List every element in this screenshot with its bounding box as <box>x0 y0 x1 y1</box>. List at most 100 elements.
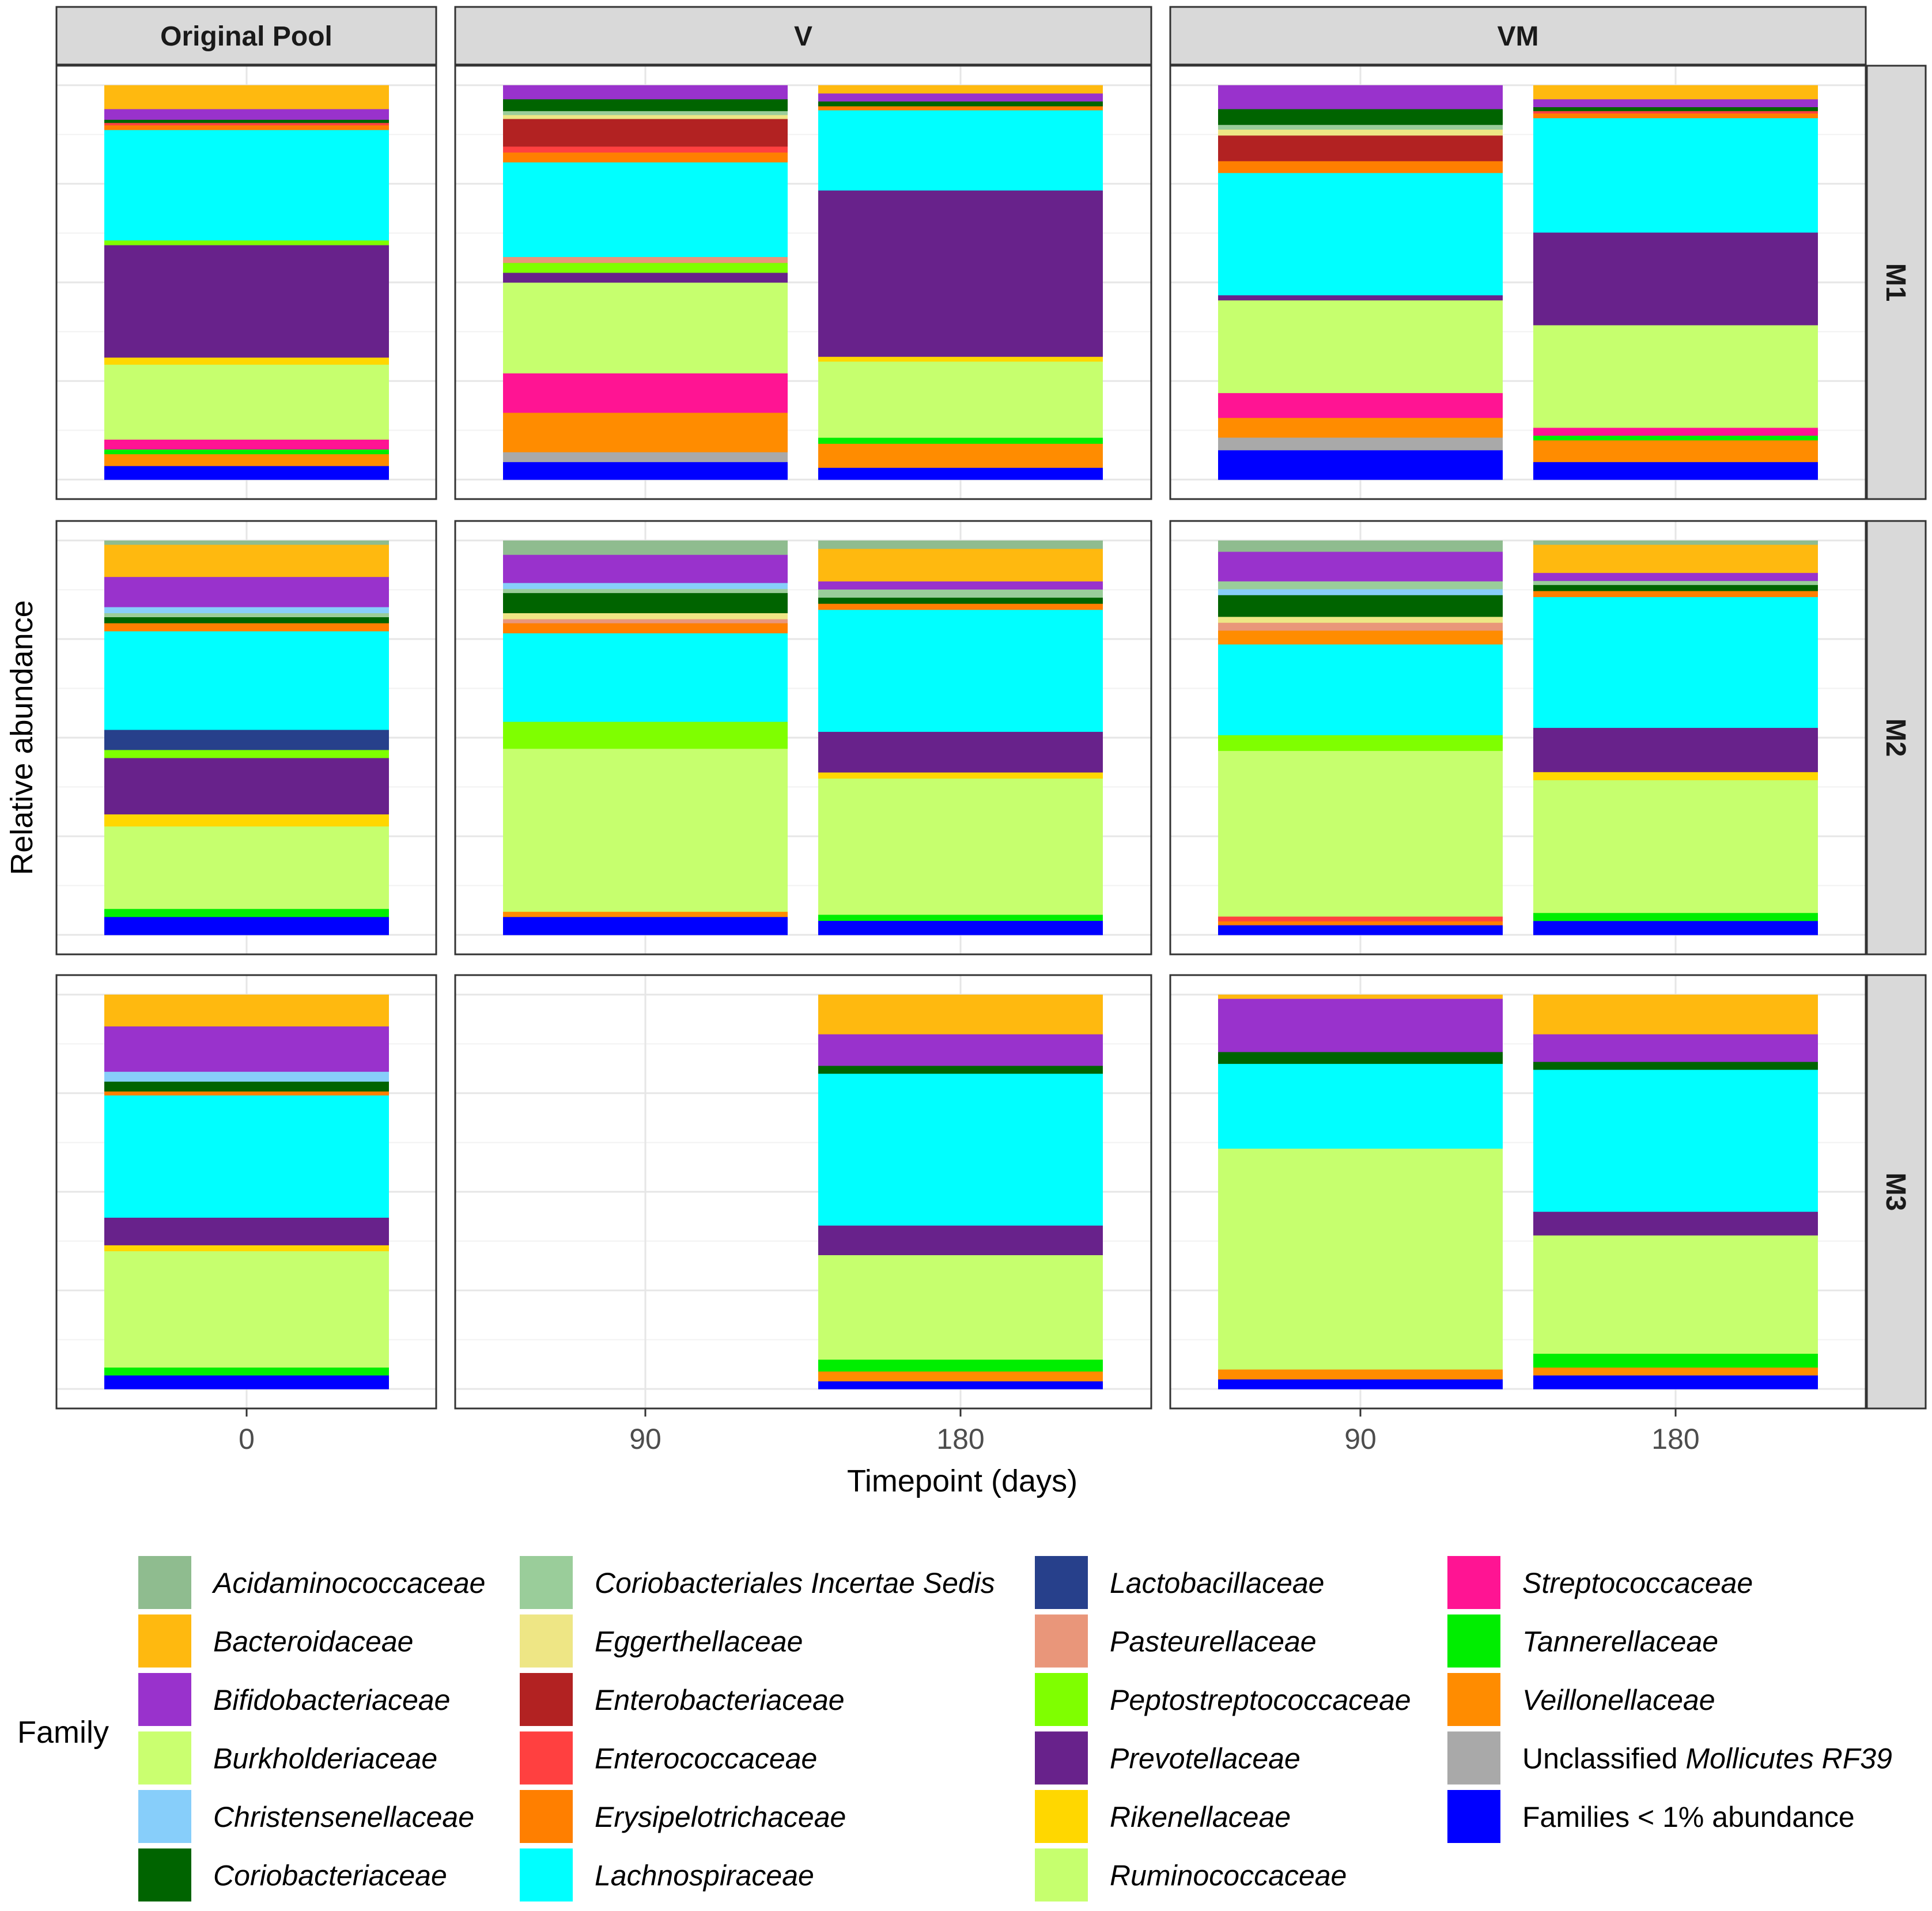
panel-border <box>454 974 1152 1410</box>
bar-segment-m2-original-pool-0-acidaminococcaceae <box>104 540 389 545</box>
legend-label-unclassified-mollicutes-rf39: Unclassified Mollicutes RF39 <box>1522 1743 1892 1775</box>
bar-segment-m2-v-180-prevotellaceae <box>818 731 1103 773</box>
bar-segment-m1-vm-180-prevotellaceae <box>1533 232 1818 326</box>
bar-segment-m1-vm-180-bifidobacteriaceae <box>1533 99 1818 107</box>
strip-m2 <box>1866 520 1927 956</box>
bar-segment-m2-vm-90-christensenellaceae <box>1218 589 1503 595</box>
bar-segment-m2-vm-180-families-1-abundance <box>1533 920 1818 935</box>
legend-key-prevotellaceae <box>1035 1731 1088 1785</box>
panel-border <box>454 65 1152 500</box>
bar-segment-m1-vm-180-bacteroidaceae <box>1533 85 1818 100</box>
bar-segment-m1-vm-180-families-1-abundance <box>1533 462 1818 480</box>
bar-segment-m1-v-180-veillonellaceae <box>818 443 1103 468</box>
legend-key-bifidobacteriaceae <box>138 1673 191 1726</box>
bar-segment-m2-vm-180-prevotellaceae <box>1533 727 1818 772</box>
panel-border <box>1169 520 1867 956</box>
bar-segment-m2-v-90-pasteurellaceae <box>503 619 788 624</box>
legend-item-veillonellaceae: Veillonellaceae <box>1447 1673 1715 1726</box>
legend: Family Acidaminococcaceae Bacteroidaceae B… <box>17 1556 1892 1902</box>
bar-segment-m3-original-pool-0-ruminococcaceae <box>104 1251 389 1368</box>
bar-segment-m3-v-180-ruminococcaceae <box>818 1255 1103 1360</box>
bar-segment-m2-vm-180-ruminococcaceae <box>1533 780 1818 913</box>
bar-segment-m1-original-pool-0-prevotellaceae <box>104 244 389 358</box>
bar-segment-m1-v-180-coriobacteriaceae <box>818 101 1103 107</box>
bar-segment-m1-v-90-unclassified-mollicutes-rf39 <box>503 452 788 462</box>
x-tick-label-v-90: 90 <box>629 1423 661 1455</box>
bar-segment-m1-vm-90-erysipelotrichaceae <box>1218 161 1503 173</box>
panel-border <box>1169 974 1867 1410</box>
bar-segment-m1-original-pool-0-enterococcaceae <box>104 122 389 126</box>
panel-border <box>55 520 437 956</box>
legend-label-enterococcaceae: Enterococcaceae <box>595 1743 817 1775</box>
bar-segment-m2-vm-180-lachnospiraceae <box>1533 596 1818 728</box>
bar-segment-m2-original-pool-0-coriobacteriaceae <box>104 617 389 624</box>
legend-key-veillonellaceae <box>1447 1673 1500 1726</box>
bar-segment-m2-v-90-coriobacteriaceae <box>503 592 788 614</box>
bar-segment-m2-original-pool-0-erysipelotrichaceae <box>104 622 389 632</box>
legend-item-erysipelotrichaceae: Erysipelotrichaceae <box>520 1790 846 1843</box>
bar-segment-m1-vm-90-prevotellaceae <box>1218 294 1503 301</box>
bar-segment-m1-v-90-enterobacteriaceae <box>503 119 788 147</box>
bar-segment-m3-original-pool-0-lachnospiraceae <box>104 1095 389 1218</box>
legend-item-lachnospiraceae: Lachnospiraceae <box>520 1848 814 1902</box>
bar-segment-m2-vm-90-coriobacteriales-incertae-sedis <box>1218 581 1503 590</box>
strip-label-m1: M1 <box>1880 263 1911 302</box>
bar-segment-m3-v-180-lachnospiraceae <box>818 1073 1103 1226</box>
bar-segment-m3-vm-90-veillonellaceae <box>1218 1369 1503 1380</box>
legend-label-rikenellaceae: Rikenellaceae <box>1110 1801 1291 1833</box>
bar-segment-m1-vm-180-ruminococcaceae <box>1533 324 1818 428</box>
bar-segment-m2-vm-90-bifidobacteriaceae <box>1218 552 1503 581</box>
legend-label-enterobacteriaceae: Enterobacteriaceae <box>595 1684 845 1716</box>
bar-segment-m1-vm-180-veillonellaceae <box>1533 440 1818 462</box>
bar-segment-m1-v-180-erysipelotrichaceae <box>818 106 1103 111</box>
bar-segment-m3-vm-180-bacteroidaceae <box>1533 994 1818 1034</box>
bar-segment-m3-vm-180-tannerellaceae <box>1533 1353 1818 1368</box>
bar-segment-m1-original-pool-0-bifidobacteriaceae <box>104 108 389 120</box>
legend-key-coriobacteriales-incertae-sedis <box>520 1556 573 1609</box>
bar-segment-m3-vm-90-coriobacteriaceae <box>1218 1052 1503 1064</box>
bar-segment-m2-v-180-ruminococcaceae <box>818 778 1103 915</box>
bar-segment-m2-vm-180-coriobacteriaceae <box>1533 584 1818 591</box>
bar-segment-m2-v-90-eggerthellaceae <box>503 613 788 620</box>
legend-item-unclassified-mollicutes-rf39: Unclassified Mollicutes RF39 <box>1447 1731 1892 1785</box>
bar-segment-m3-v-180-tannerellaceae <box>818 1359 1103 1372</box>
facet-strips: Original Pool V VM M1 M2 M3 <box>55 6 1927 1410</box>
bar-segment-m2-vm-90-families-1-abundance <box>1218 925 1503 935</box>
bar-segment-m2-vm-180-tannerellaceae <box>1533 912 1818 921</box>
legend-label-pasteurellaceae: Pasteurellaceae <box>1110 1626 1317 1658</box>
bar-segment-m1-v-90-prevotellaceae <box>503 272 788 283</box>
bar-segment-m2-v-180-coriobacteriaceae <box>818 597 1103 604</box>
legend-label-ruminococcaceae: Ruminococcaceae <box>1110 1860 1347 1892</box>
x-tick-label-original-pool-0: 0 <box>239 1423 255 1455</box>
bar-segment-m2-v-180-bifidobacteriaceae <box>818 581 1103 590</box>
bar-segment-m3-vm-90-bifidobacteriaceae <box>1218 998 1503 1052</box>
bar-segment-m3-v-180-families-1-abundance <box>818 1381 1103 1389</box>
bar-segment-m1-vm-180-enterococcaceae <box>1533 111 1818 114</box>
bar-segment-m1-v-90-veillonellaceae <box>503 412 788 452</box>
legend-item-acidaminococcaceae: Acidaminococcaceae <box>138 1556 486 1609</box>
legend-item-families-1-abundance: Families < 1% abundance <box>1447 1790 1855 1843</box>
bar-segment-m1-original-pool-0-coriobacteriaceae <box>104 119 389 123</box>
bar-segment-m2-vm-90-eggerthellaceae <box>1218 616 1503 623</box>
strip-label-original-pool: Original Pool <box>160 21 332 52</box>
legend-label-coriobacteriaceae: Coriobacteriaceae <box>213 1860 447 1892</box>
bar-segment-m2-original-pool-0-tannerellaceae <box>104 908 389 917</box>
bar-segment-m2-v-180-erysipelotrichaceae <box>818 603 1103 610</box>
legend-item-rikenellaceae: Rikenellaceae <box>1035 1790 1291 1843</box>
bar-segment-m1-vm-180-tannerellaceae <box>1533 435 1818 441</box>
bar-segment-m1-v-90-families-1-abundance <box>503 462 788 480</box>
legend-item-ruminococcaceae: Ruminococcaceae <box>1035 1848 1347 1902</box>
bar-segment-m2-v-180-acidaminococcaceae <box>818 540 1103 549</box>
bar-segments <box>104 85 1818 1389</box>
bar-segment-m2-v-90-lachnospiraceae <box>503 633 788 722</box>
bar-segment-m1-v-90-coriobacteriales-incertae-sedis <box>503 111 788 115</box>
bar-segment-m1-original-pool-0-lachnospiraceae <box>104 130 389 241</box>
bar-segment-m2-v-180-coriobacteriales-incertae-sedis <box>818 589 1103 598</box>
legend-item-tannerellaceae: Tannerellaceae <box>1447 1614 1718 1668</box>
bar-segment-m2-v-180-tannerellaceae <box>818 914 1103 921</box>
bar-segment-m1-vm-90-eggerthellaceae <box>1218 129 1503 136</box>
legend-item-streptococcaceae: Streptococcaceae <box>1447 1556 1753 1609</box>
bar-segment-m3-v-180-veillonellaceae <box>818 1371 1103 1381</box>
legend-item-enterobacteriaceae: Enterobacteriaceae <box>520 1673 845 1726</box>
bar-segment-m1-vm-180-streptococcaceae <box>1533 427 1818 436</box>
